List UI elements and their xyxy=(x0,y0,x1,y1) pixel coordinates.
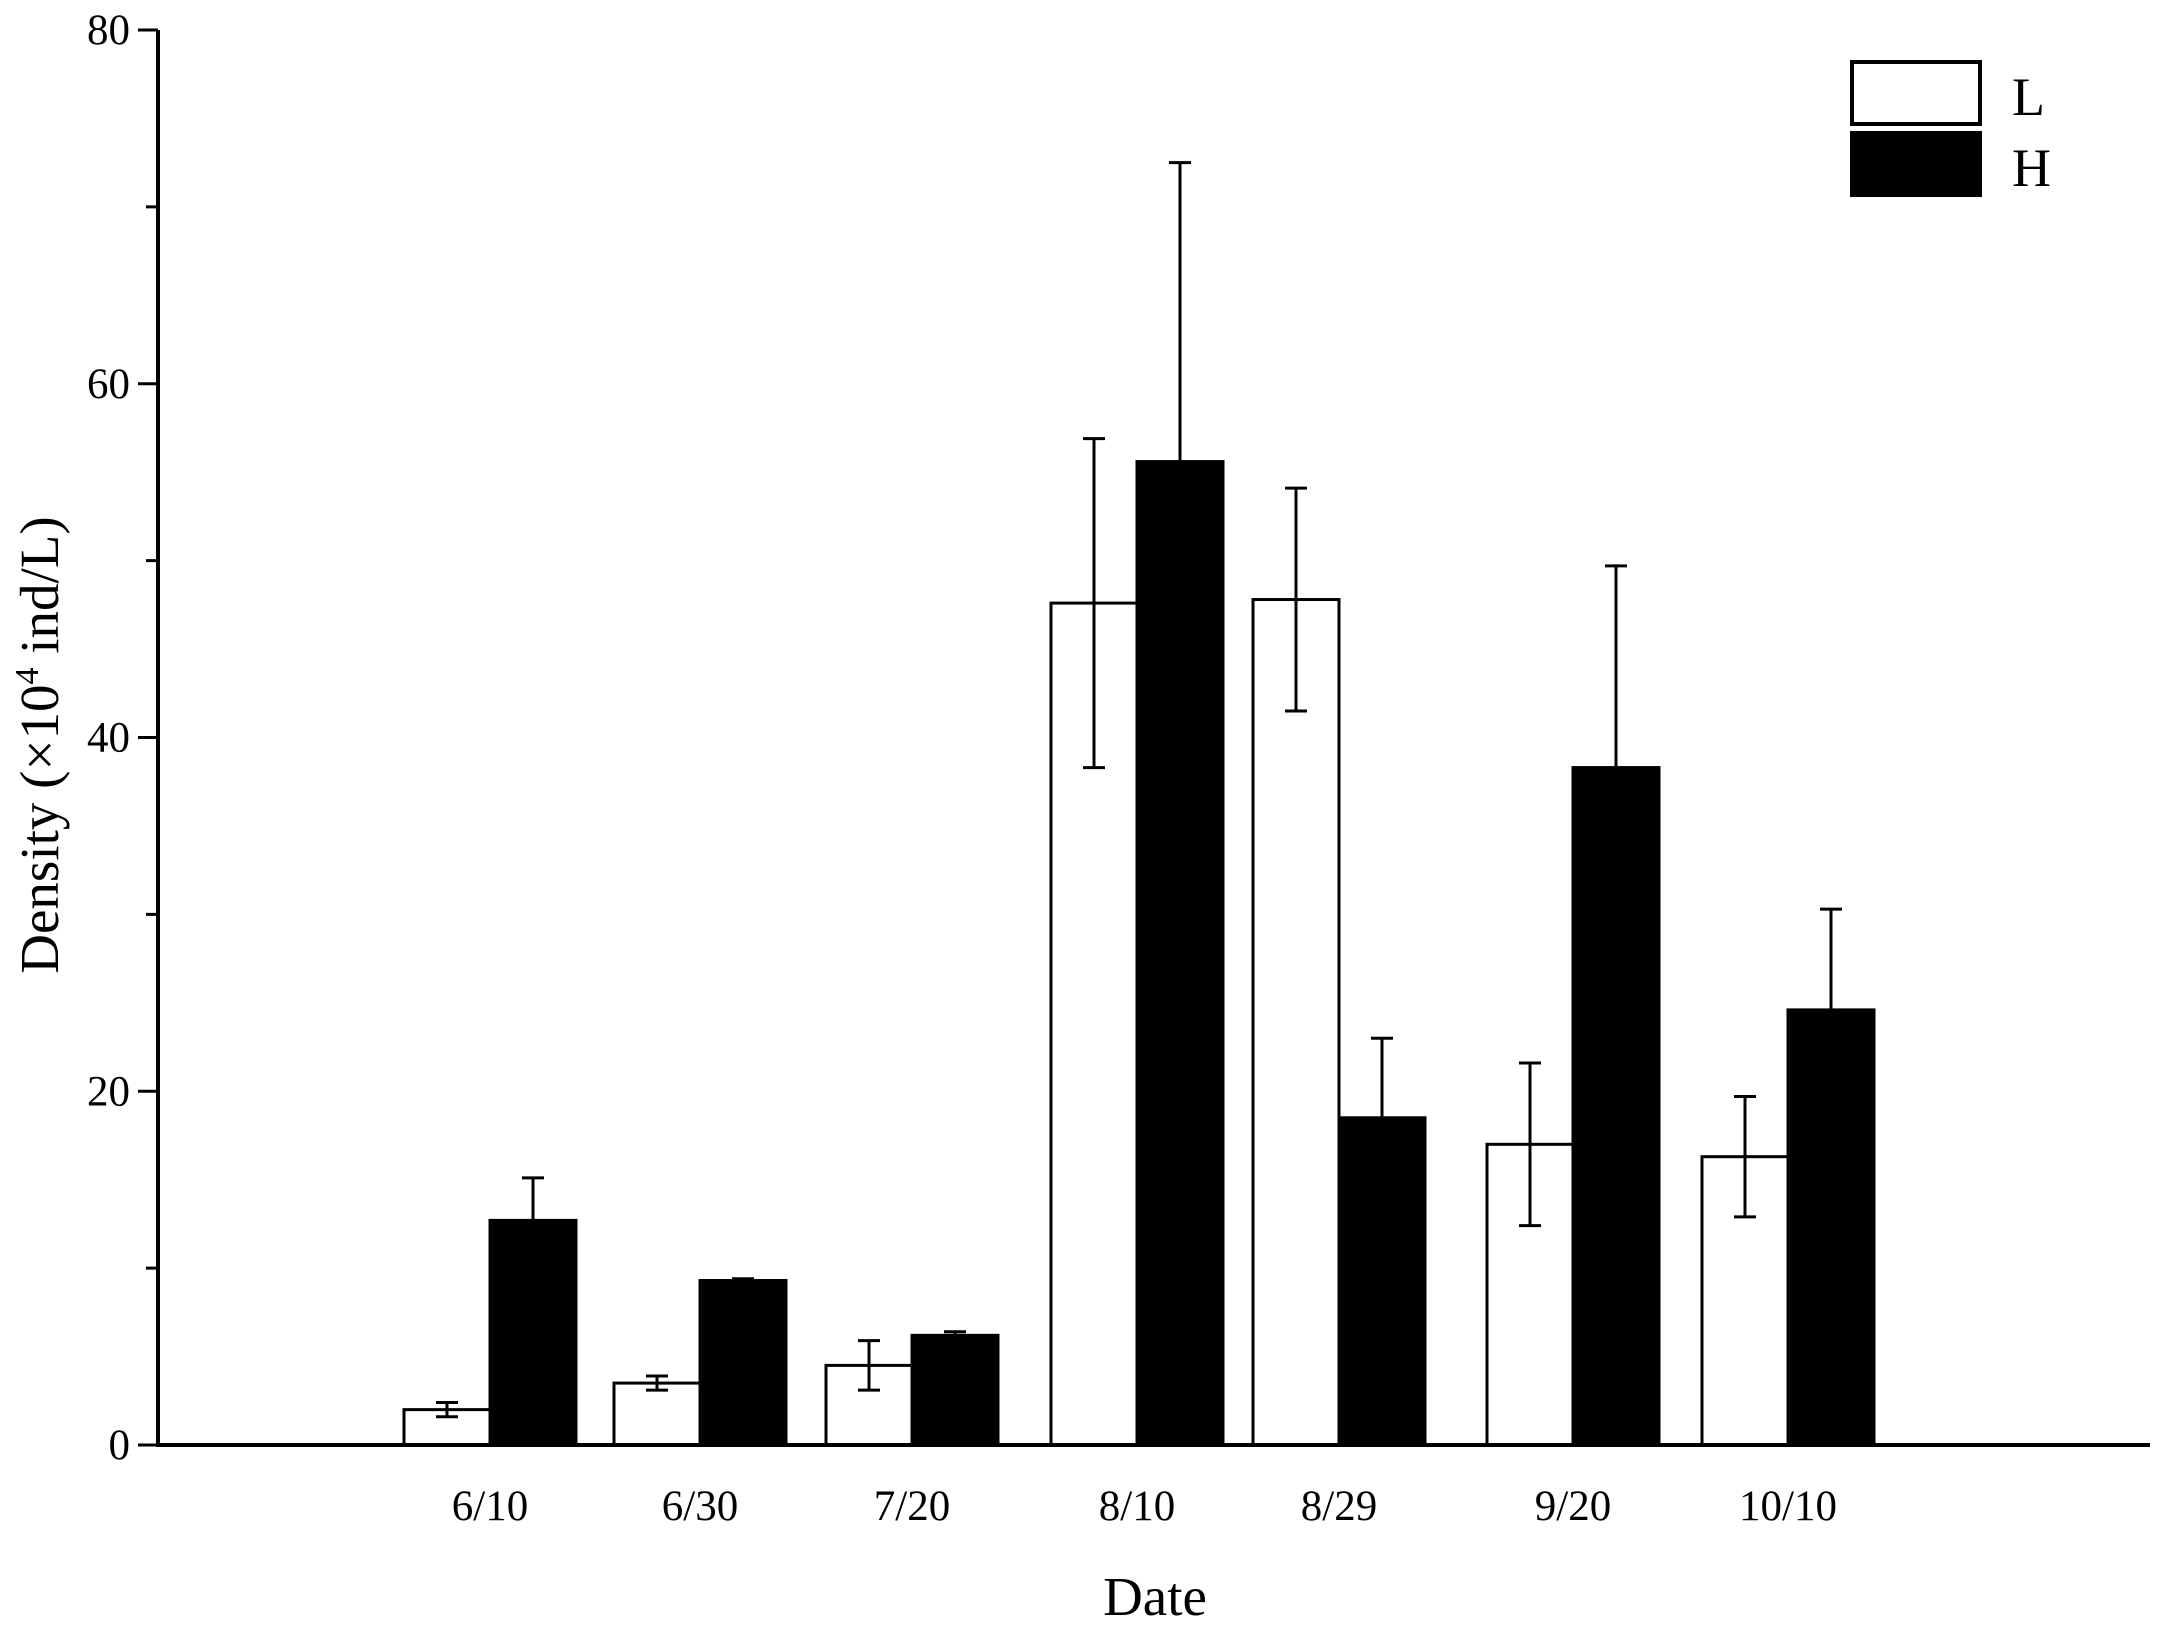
y-tick-label: 40 xyxy=(87,715,130,762)
x-axis-title: Date xyxy=(1103,1566,1207,1624)
error-bar-h-8-10 xyxy=(1169,161,1191,762)
error-bar-h-10-10 xyxy=(1820,907,1842,1113)
x-tick-label: 7/20 xyxy=(874,1483,950,1530)
y-tick-label: 80 xyxy=(87,7,130,54)
error-bar-l-6-10 xyxy=(436,1401,458,1419)
legend-swatch-h xyxy=(1850,131,1982,197)
x-tick-label: 10/10 xyxy=(1739,1483,1837,1530)
x-ticks-layer: 6/10 6/30 7/20 8/10 8/29 9/20 10/10 xyxy=(452,1483,1837,1530)
legend-swatch-l xyxy=(1850,60,1982,126)
error-bar-l-8-10 xyxy=(1083,437,1105,770)
y-tick-label: 0 xyxy=(109,1422,131,1469)
error-bar-h-6-30 xyxy=(732,1277,754,1284)
error-bars-layer xyxy=(436,161,1842,1419)
bar-h-6-30 xyxy=(698,1279,788,1447)
y-axis-title-prefix: Density (×10 xyxy=(9,685,70,974)
error-bar-h-7-20 xyxy=(944,1330,966,1341)
x-tick-label: 6/10 xyxy=(452,1483,528,1530)
error-bar-l-8-29 xyxy=(1285,486,1307,713)
error-bar-h-8-29 xyxy=(1371,1036,1393,1199)
x-tick-label: 8/10 xyxy=(1099,1483,1175,1530)
y-ticks-layer: 0 20 40 60 80 xyxy=(87,7,158,1469)
y-tick-label: 20 xyxy=(87,1068,130,1115)
y-tick-label: 60 xyxy=(87,361,130,408)
x-tick-label: 9/20 xyxy=(1535,1483,1611,1530)
error-bar-l-9-20 xyxy=(1519,1061,1541,1228)
error-bar-l-6-30 xyxy=(646,1374,668,1392)
bar-l-8-29 xyxy=(1251,598,1341,1447)
legend-label-h: H xyxy=(2012,138,2051,198)
y-axis-title: Density (×104 ind/L) xyxy=(9,516,70,973)
x-tick-label: 6/30 xyxy=(662,1483,738,1530)
legend-label-l: L xyxy=(2012,67,2045,127)
legend: L H xyxy=(1850,60,2051,198)
error-bar-l-10-10 xyxy=(1734,1095,1756,1219)
bars-layer xyxy=(402,460,1876,1447)
error-bar-h-6-10 xyxy=(522,1176,544,1265)
error-bar-h-9-20 xyxy=(1605,564,1627,971)
y-axis-title-suffix: ind/L) xyxy=(9,516,70,667)
x-tick-label: 8/29 xyxy=(1301,1483,1377,1530)
error-bar-l-7-20 xyxy=(858,1339,880,1392)
bar-h-7-20 xyxy=(910,1333,1000,1447)
y-axis-title-superscript: 4 xyxy=(9,668,46,685)
bar-l-6-30 xyxy=(612,1381,702,1447)
